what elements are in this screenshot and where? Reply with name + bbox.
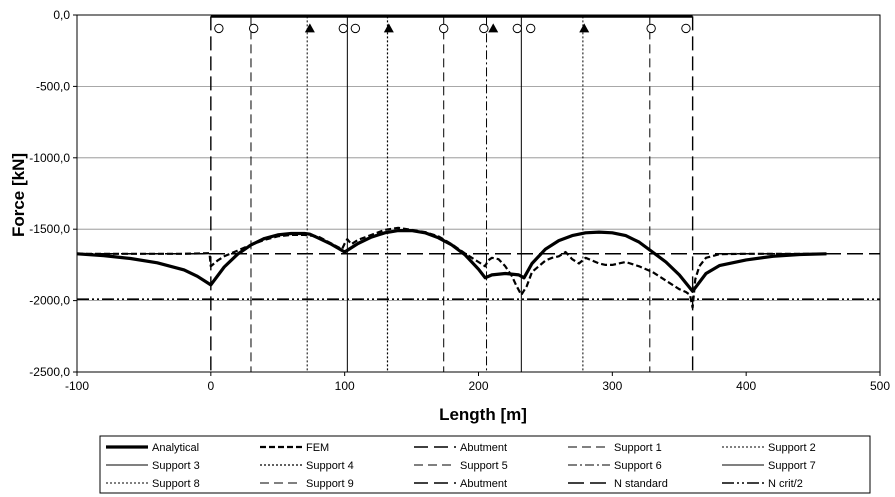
series-layer [76,15,880,372]
support-triangle-marker [488,23,499,33]
y-tick-label: 0,0 [53,8,70,22]
legend-label: N standard [614,478,668,490]
legend-label: Support 6 [614,460,662,472]
x-tick-label: 100 [335,379,355,393]
legend-label: Abutment [460,442,507,454]
support-circle-marker [479,23,489,34]
axes-layer: 0,0 -500,0 -1000,0 -1500,0 -2000,0 -2500,0-10… [29,8,890,393]
y-tick-label: -1000,0 [29,151,70,165]
legend-label: Support 9 [306,478,354,490]
x-axis-title: Length [m] [439,405,527,424]
x-tick-label: 200 [468,379,488,393]
y-axis-title: Force [kN] [9,153,28,237]
y-tick-label: -2500,0 [29,365,70,379]
legend-label: Support 7 [768,460,816,472]
legend-label: Support 8 [152,478,200,490]
support-circle-marker [681,23,691,34]
legend-label: FEM [306,442,329,454]
x-tick-label: 300 [602,379,622,393]
legend-label: Analytical [152,442,199,454]
legend: Analytical FEM Abutment Support 1 Support 2 S… [99,435,871,494]
support-circle-marker [525,23,536,34]
x-tick-label: -100 [65,379,89,393]
legend-label: Support 5 [460,460,508,472]
legend-label: Support 1 [614,442,662,454]
fem-series-line [77,226,827,309]
x-tick-label: 500 [870,379,890,393]
legend-label: N crit/2 [768,478,803,490]
plot-frame [76,14,881,373]
support-circle-marker [338,23,349,34]
support-circle-marker [646,23,656,34]
x-tick-label: 400 [736,379,756,393]
analytical-series-line [76,229,827,293]
grid-layer [77,14,880,373]
support-triangle-marker [304,23,315,33]
support-circle-marker [350,23,361,34]
legend-label: Abutment [460,478,507,490]
support-circle-marker [248,23,259,34]
y-tick-label: -1500,0 [29,222,70,236]
support-triangle-marker [579,23,590,33]
support-circle-marker [214,23,224,34]
y-tick-label: -2000,0 [29,294,70,308]
legend-label: Support 3 [152,460,200,472]
legend-label: Support 2 [768,442,816,454]
support-circle-marker [512,23,523,34]
y-tick-label: -500,0 [36,79,70,93]
legend-label: Support 4 [306,460,354,472]
support-circle-marker [439,23,449,34]
x-tick-label: 0 [207,379,214,393]
support-triangle-marker [383,23,394,33]
